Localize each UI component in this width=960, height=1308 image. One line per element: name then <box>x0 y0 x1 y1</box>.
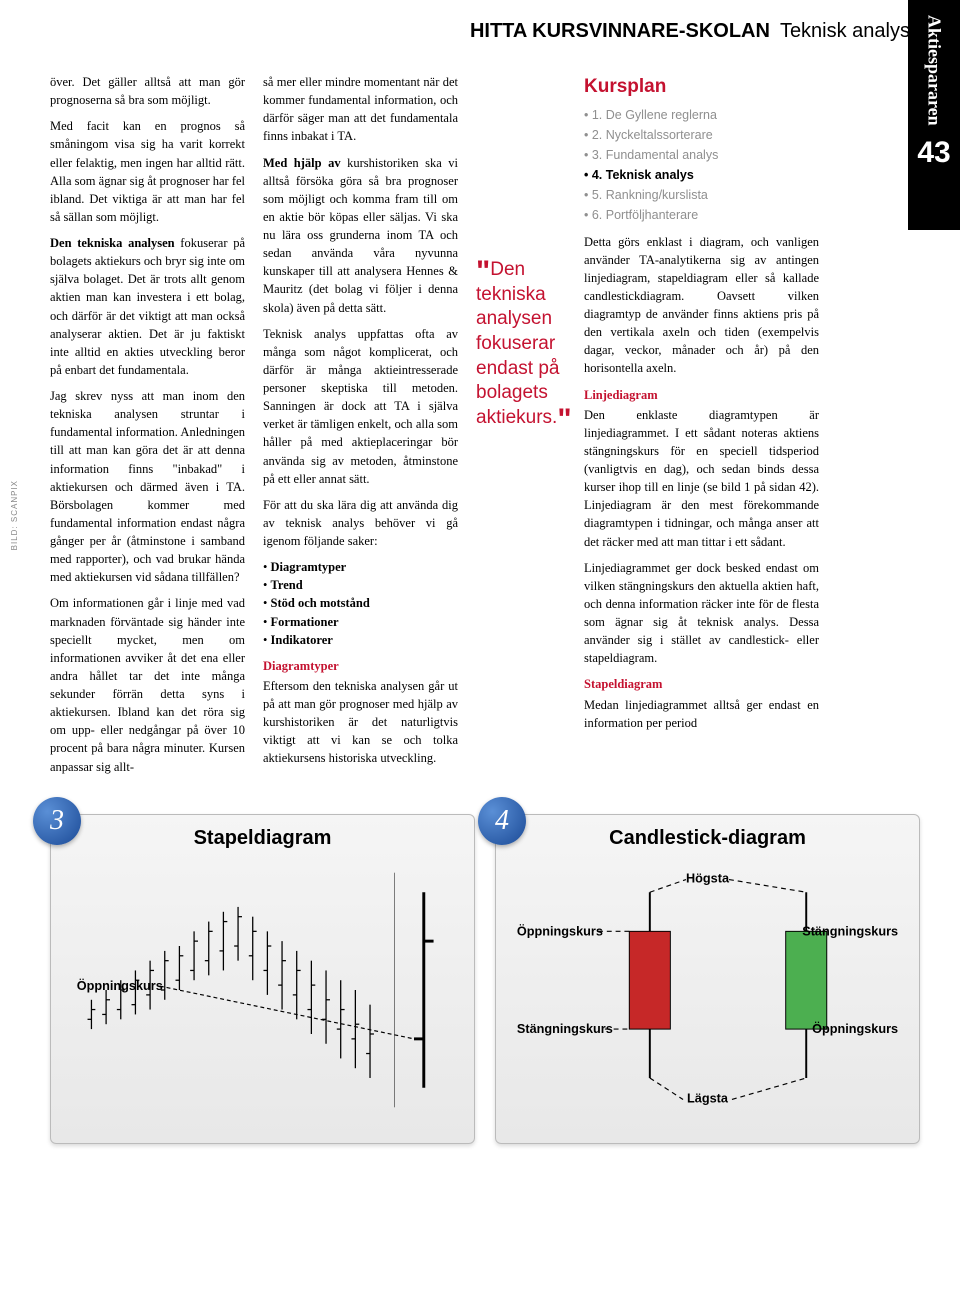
kursplan-list: 1. De Gyllene reglerna2. Nyckeltalssorte… <box>584 105 819 225</box>
body-text: Om informationen går i linje med vad mar… <box>50 594 245 775</box>
body-text: Den enklaste diagramtypen är linjediagra… <box>584 406 819 551</box>
body-text: så mer eller mindre momentant när det ko… <box>263 73 458 146</box>
body-text: Med facit kan en prognos så småningom vi… <box>50 117 245 226</box>
column-1: över. Det gäller alltså att man gör prog… <box>50 73 245 784</box>
svg-text:Öppningskurs: Öppningskurs <box>77 978 163 993</box>
chart-4-panel: 4 Candlestick-diagram HögstaLägstaÖppnin… <box>495 814 920 1144</box>
body-text: Med hjälp av kurshistoriken ska vi allts… <box>263 154 458 317</box>
body-text: Teknisk analys uppfattas ofta av många s… <box>263 325 458 488</box>
chart-badge-4: 4 <box>478 797 526 845</box>
svg-text:Lägsta: Lägsta <box>687 1091 729 1105</box>
section-header: HITTA KURSVINNARE-SKOLAN Teknisk analys <box>50 20 920 43</box>
svg-text:Öppningskurs: Öppningskurs <box>517 923 603 938</box>
bullet-item: Stöd och motstånd <box>263 594 458 612</box>
chart-3-title: Stapeldiagram <box>67 827 458 850</box>
bullet-item: Formationer <box>263 613 458 631</box>
header-title: HITTA KURSVINNARE-SKOLAN <box>470 20 770 42</box>
svg-text:Stängningskurs: Stängningskurs <box>517 1022 613 1036</box>
subhead-stapeldiagram: Stapeldiagram <box>584 675 819 693</box>
article-columns: över. Det gäller alltså att man gör prog… <box>50 73 920 784</box>
body-text: Jag skrev nyss att man inom den tekniska… <box>50 387 245 586</box>
body-text: Eftersom den tekniska analysen går ut på… <box>263 677 458 768</box>
chart-badge-3: 3 <box>33 797 81 845</box>
kursplan-item: 2. Nyckeltalssorterare <box>584 125 819 145</box>
bullet-list: DiagramtyperTrendStöd och motståndFormat… <box>263 558 458 649</box>
column-4: Kursplan 1. De Gyllene reglerna2. Nyckel… <box>584 73 819 784</box>
kursplan-box: Kursplan 1. De Gyllene reglerna2. Nyckel… <box>584 73 819 225</box>
body-text: Linjediagrammet ger dock besked endast o… <box>584 559 819 668</box>
kursplan-item: 1. De Gyllene reglerna <box>584 105 819 125</box>
kursplan-title: Kursplan <box>584 73 819 101</box>
body-text: Detta görs enklast i diagram, och vanlig… <box>584 233 819 378</box>
kursplan-item: 4. Teknisk analys <box>584 165 819 185</box>
column-3: "Den tekniska analysen fokuserar endast … <box>476 73 566 784</box>
diagrams-row: 3 Stapeldiagram Öppningskurs 4 Candlesti… <box>50 814 920 1144</box>
subhead-diagramtyper: Diagramtyper <box>263 657 458 675</box>
chart-3-svg: Öppningskurs <box>67 860 458 1120</box>
bullet-item: Trend <box>263 576 458 594</box>
subhead-linjediagram: Linjediagram <box>584 386 819 404</box>
body-text: över. Det gäller alltså att man gör prog… <box>50 73 245 109</box>
header-subtitle: Teknisk analys <box>780 20 910 42</box>
svg-text:Högsta: Högsta <box>686 871 730 885</box>
bullet-item: Indikatorer <box>263 631 458 649</box>
bullet-item: Diagramtyper <box>263 558 458 576</box>
pull-quote: "Den tekniska analysen fokuserar endast … <box>476 258 566 431</box>
photo-credit: BILD: SCANPIX <box>10 480 19 550</box>
kursplan-item: 6. Portföljhanterare <box>584 205 819 225</box>
column-2: så mer eller mindre momentant när det ko… <box>263 73 458 784</box>
kursplan-item: 3. Fundamental analys <box>584 145 819 165</box>
svg-text:Öppningskurs: Öppningskurs <box>812 1021 898 1036</box>
chart-4-svg: HögstaLägstaÖppningskursStängningskursSt… <box>512 860 903 1120</box>
kursplan-item: 5. Rankning/kurslista <box>584 185 819 205</box>
body-text: Den tekniska analysen fokuserar på bolag… <box>50 234 245 379</box>
chart-3-panel: 3 Stapeldiagram Öppningskurs <box>50 814 475 1144</box>
body-text: För att du ska lära dig att använda dig … <box>263 496 458 550</box>
chart-4-title: Candlestick-diagram <box>512 827 903 850</box>
body-text: Medan linjediagrammet alltså ger endast … <box>584 696 819 732</box>
